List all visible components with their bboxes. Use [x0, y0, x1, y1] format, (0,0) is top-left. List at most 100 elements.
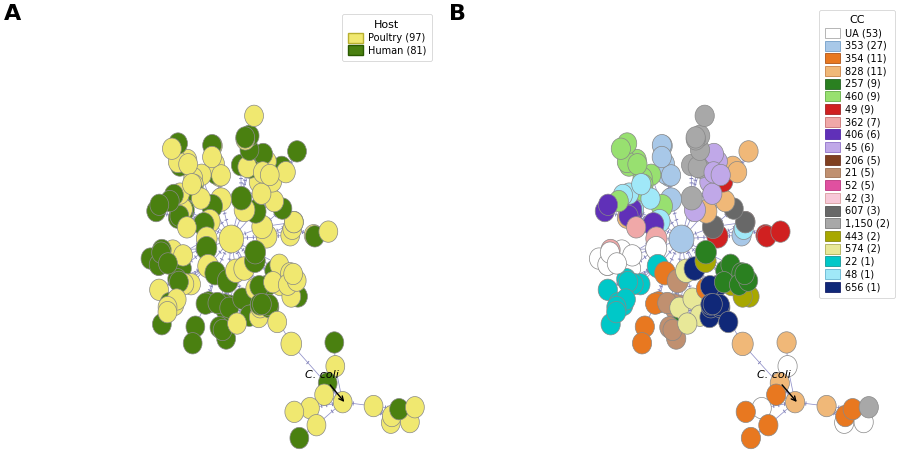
Circle shape	[319, 372, 338, 394]
Circle shape	[158, 297, 177, 318]
Circle shape	[598, 279, 617, 300]
Circle shape	[618, 271, 638, 293]
Circle shape	[264, 271, 283, 293]
Circle shape	[168, 207, 187, 228]
Circle shape	[364, 396, 383, 417]
Circle shape	[196, 227, 217, 250]
Circle shape	[707, 276, 727, 297]
Circle shape	[263, 171, 282, 192]
Circle shape	[270, 254, 289, 276]
Circle shape	[240, 125, 259, 147]
Circle shape	[304, 225, 323, 246]
Circle shape	[325, 332, 344, 353]
Circle shape	[193, 164, 212, 186]
Circle shape	[716, 260, 735, 281]
Circle shape	[228, 313, 247, 334]
Circle shape	[216, 298, 235, 320]
Circle shape	[210, 317, 229, 338]
Circle shape	[203, 135, 222, 157]
Circle shape	[260, 171, 278, 192]
Circle shape	[220, 297, 238, 318]
Circle shape	[174, 245, 193, 266]
Circle shape	[778, 356, 797, 377]
Circle shape	[684, 198, 706, 222]
Circle shape	[213, 319, 232, 341]
Circle shape	[250, 276, 269, 297]
Circle shape	[319, 221, 338, 242]
Circle shape	[210, 165, 229, 187]
Circle shape	[660, 165, 679, 187]
Circle shape	[165, 184, 184, 206]
Circle shape	[649, 209, 670, 233]
Circle shape	[240, 139, 259, 160]
Circle shape	[652, 195, 672, 218]
Circle shape	[655, 153, 674, 174]
Circle shape	[246, 278, 265, 299]
Circle shape	[736, 211, 755, 233]
Circle shape	[202, 146, 221, 168]
Circle shape	[289, 286, 308, 307]
Circle shape	[696, 240, 716, 264]
Circle shape	[690, 157, 710, 178]
Circle shape	[276, 161, 295, 183]
Circle shape	[205, 261, 226, 285]
Circle shape	[278, 274, 297, 296]
Circle shape	[240, 157, 259, 178]
Circle shape	[739, 270, 758, 291]
Circle shape	[719, 311, 738, 333]
Circle shape	[608, 292, 628, 314]
Circle shape	[836, 406, 855, 426]
Circle shape	[709, 179, 729, 201]
Circle shape	[735, 211, 755, 233]
Circle shape	[598, 254, 617, 276]
Circle shape	[734, 218, 753, 239]
Circle shape	[260, 164, 279, 186]
Circle shape	[260, 297, 279, 318]
Circle shape	[613, 184, 633, 206]
Circle shape	[661, 188, 681, 211]
Circle shape	[607, 297, 626, 318]
Circle shape	[150, 194, 168, 216]
Circle shape	[184, 180, 203, 201]
Circle shape	[634, 174, 653, 196]
Circle shape	[170, 205, 189, 227]
Circle shape	[287, 270, 306, 291]
Circle shape	[777, 332, 797, 353]
Circle shape	[771, 221, 790, 242]
Circle shape	[670, 295, 688, 316]
Circle shape	[240, 305, 259, 327]
Circle shape	[598, 254, 617, 276]
Text: A: A	[4, 4, 21, 24]
Circle shape	[245, 249, 266, 273]
Text: C. coli: C. coli	[305, 370, 344, 401]
Circle shape	[219, 225, 244, 253]
Circle shape	[598, 194, 617, 216]
Circle shape	[860, 397, 878, 418]
Circle shape	[382, 406, 401, 426]
Circle shape	[681, 187, 702, 210]
Circle shape	[653, 135, 672, 157]
Circle shape	[165, 294, 184, 316]
Circle shape	[217, 269, 239, 293]
Circle shape	[192, 188, 211, 209]
Circle shape	[727, 161, 747, 183]
Circle shape	[843, 398, 862, 420]
Circle shape	[711, 164, 730, 186]
Circle shape	[619, 205, 638, 227]
Circle shape	[147, 200, 166, 222]
Circle shape	[710, 294, 730, 316]
Circle shape	[627, 149, 646, 171]
Circle shape	[724, 198, 743, 219]
Circle shape	[646, 227, 667, 250]
Circle shape	[184, 333, 202, 354]
Circle shape	[619, 155, 639, 176]
Circle shape	[619, 183, 639, 204]
Circle shape	[400, 411, 419, 433]
Circle shape	[662, 165, 680, 186]
Circle shape	[667, 328, 686, 349]
Circle shape	[714, 171, 733, 192]
Circle shape	[226, 259, 247, 283]
Circle shape	[168, 246, 187, 267]
Circle shape	[770, 372, 789, 394]
Circle shape	[152, 239, 171, 261]
